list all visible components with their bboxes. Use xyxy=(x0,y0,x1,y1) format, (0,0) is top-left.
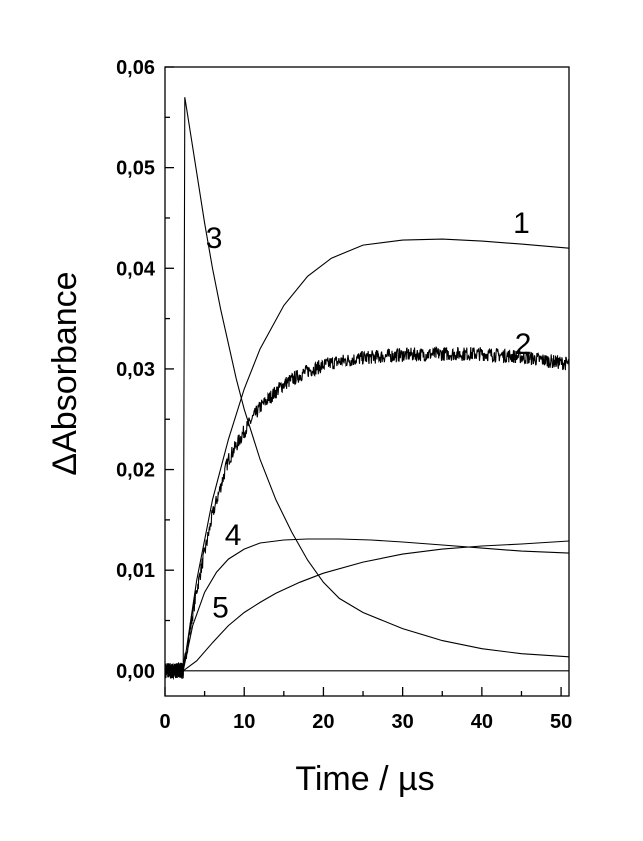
y-axis-title: ΔAbsorbance xyxy=(46,271,84,475)
series-5-label: 5 xyxy=(212,591,229,624)
series-2-label: 2 xyxy=(515,328,532,361)
y-tick-label: 0,06 xyxy=(116,57,155,79)
x-tick-label: 50 xyxy=(550,711,572,733)
x-tick-label: 20 xyxy=(312,711,334,733)
y-tick-label: 0,03 xyxy=(116,359,155,381)
y-tick-label: 0,00 xyxy=(116,661,155,683)
x-axis-title: Time / µs xyxy=(295,760,434,798)
tick-labels-layer: 0 10 20 30 40 50 0,00 0,01 0,02 0,03 0,04 0,05 0,06 xyxy=(116,57,572,733)
y-tick-label: 0,01 xyxy=(116,560,155,582)
x-tick-label: 0 xyxy=(159,711,170,733)
series-3-line xyxy=(164,97,570,681)
plot-frame xyxy=(164,66,570,697)
y-tick-label: 0,02 xyxy=(116,460,155,482)
series-4-label: 4 xyxy=(225,519,242,552)
y-tick-label: 0,04 xyxy=(116,258,156,280)
curve-labels-layer: 1 2 3 4 5 xyxy=(206,207,532,624)
x-tick-label: 10 xyxy=(233,711,255,733)
series-1-label: 1 xyxy=(513,207,530,240)
x-tick-label: 30 xyxy=(392,711,414,733)
x-tick-label: 40 xyxy=(471,711,493,733)
series-3-label: 3 xyxy=(206,222,223,255)
series-2-line xyxy=(164,346,570,679)
ticks-layer xyxy=(164,66,562,696)
y-tick-label: 0,05 xyxy=(116,158,155,180)
